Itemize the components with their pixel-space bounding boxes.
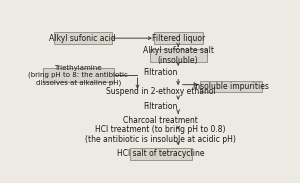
Text: Suspend in 2-ethoxy ethanol: Suspend in 2-ethoxy ethanol bbox=[106, 87, 216, 96]
Text: Alkyl sufonic acid: Alkyl sufonic acid bbox=[50, 34, 116, 43]
Text: Filtered liquor: Filtered liquor bbox=[152, 34, 205, 43]
Text: HCl treatment (to bring pH to 0.8)
(the antibiotic is insoluble at acidic pH): HCl treatment (to bring pH to 0.8) (the … bbox=[85, 125, 236, 144]
FancyBboxPatch shape bbox=[154, 32, 202, 44]
FancyBboxPatch shape bbox=[43, 68, 114, 83]
FancyBboxPatch shape bbox=[200, 81, 262, 92]
FancyBboxPatch shape bbox=[130, 148, 191, 160]
Text: Charcoal treatment: Charcoal treatment bbox=[123, 116, 198, 125]
FancyBboxPatch shape bbox=[150, 49, 207, 62]
Text: Filtration: Filtration bbox=[143, 68, 178, 77]
Text: Alkyl sufonate salt
(insoluble): Alkyl sufonate salt (insoluble) bbox=[143, 46, 214, 65]
Text: Filtration: Filtration bbox=[143, 102, 178, 111]
Text: HCl salt of tetracycline: HCl salt of tetracycline bbox=[117, 149, 205, 158]
Text: Triethylamine
(bring pH to 8: the antibiotic
dissolves at alkaline pH): Triethylamine (bring pH to 8: the antibi… bbox=[28, 65, 128, 86]
Text: Insoluble impurities: Insoluble impurities bbox=[193, 82, 269, 91]
FancyBboxPatch shape bbox=[54, 32, 112, 44]
